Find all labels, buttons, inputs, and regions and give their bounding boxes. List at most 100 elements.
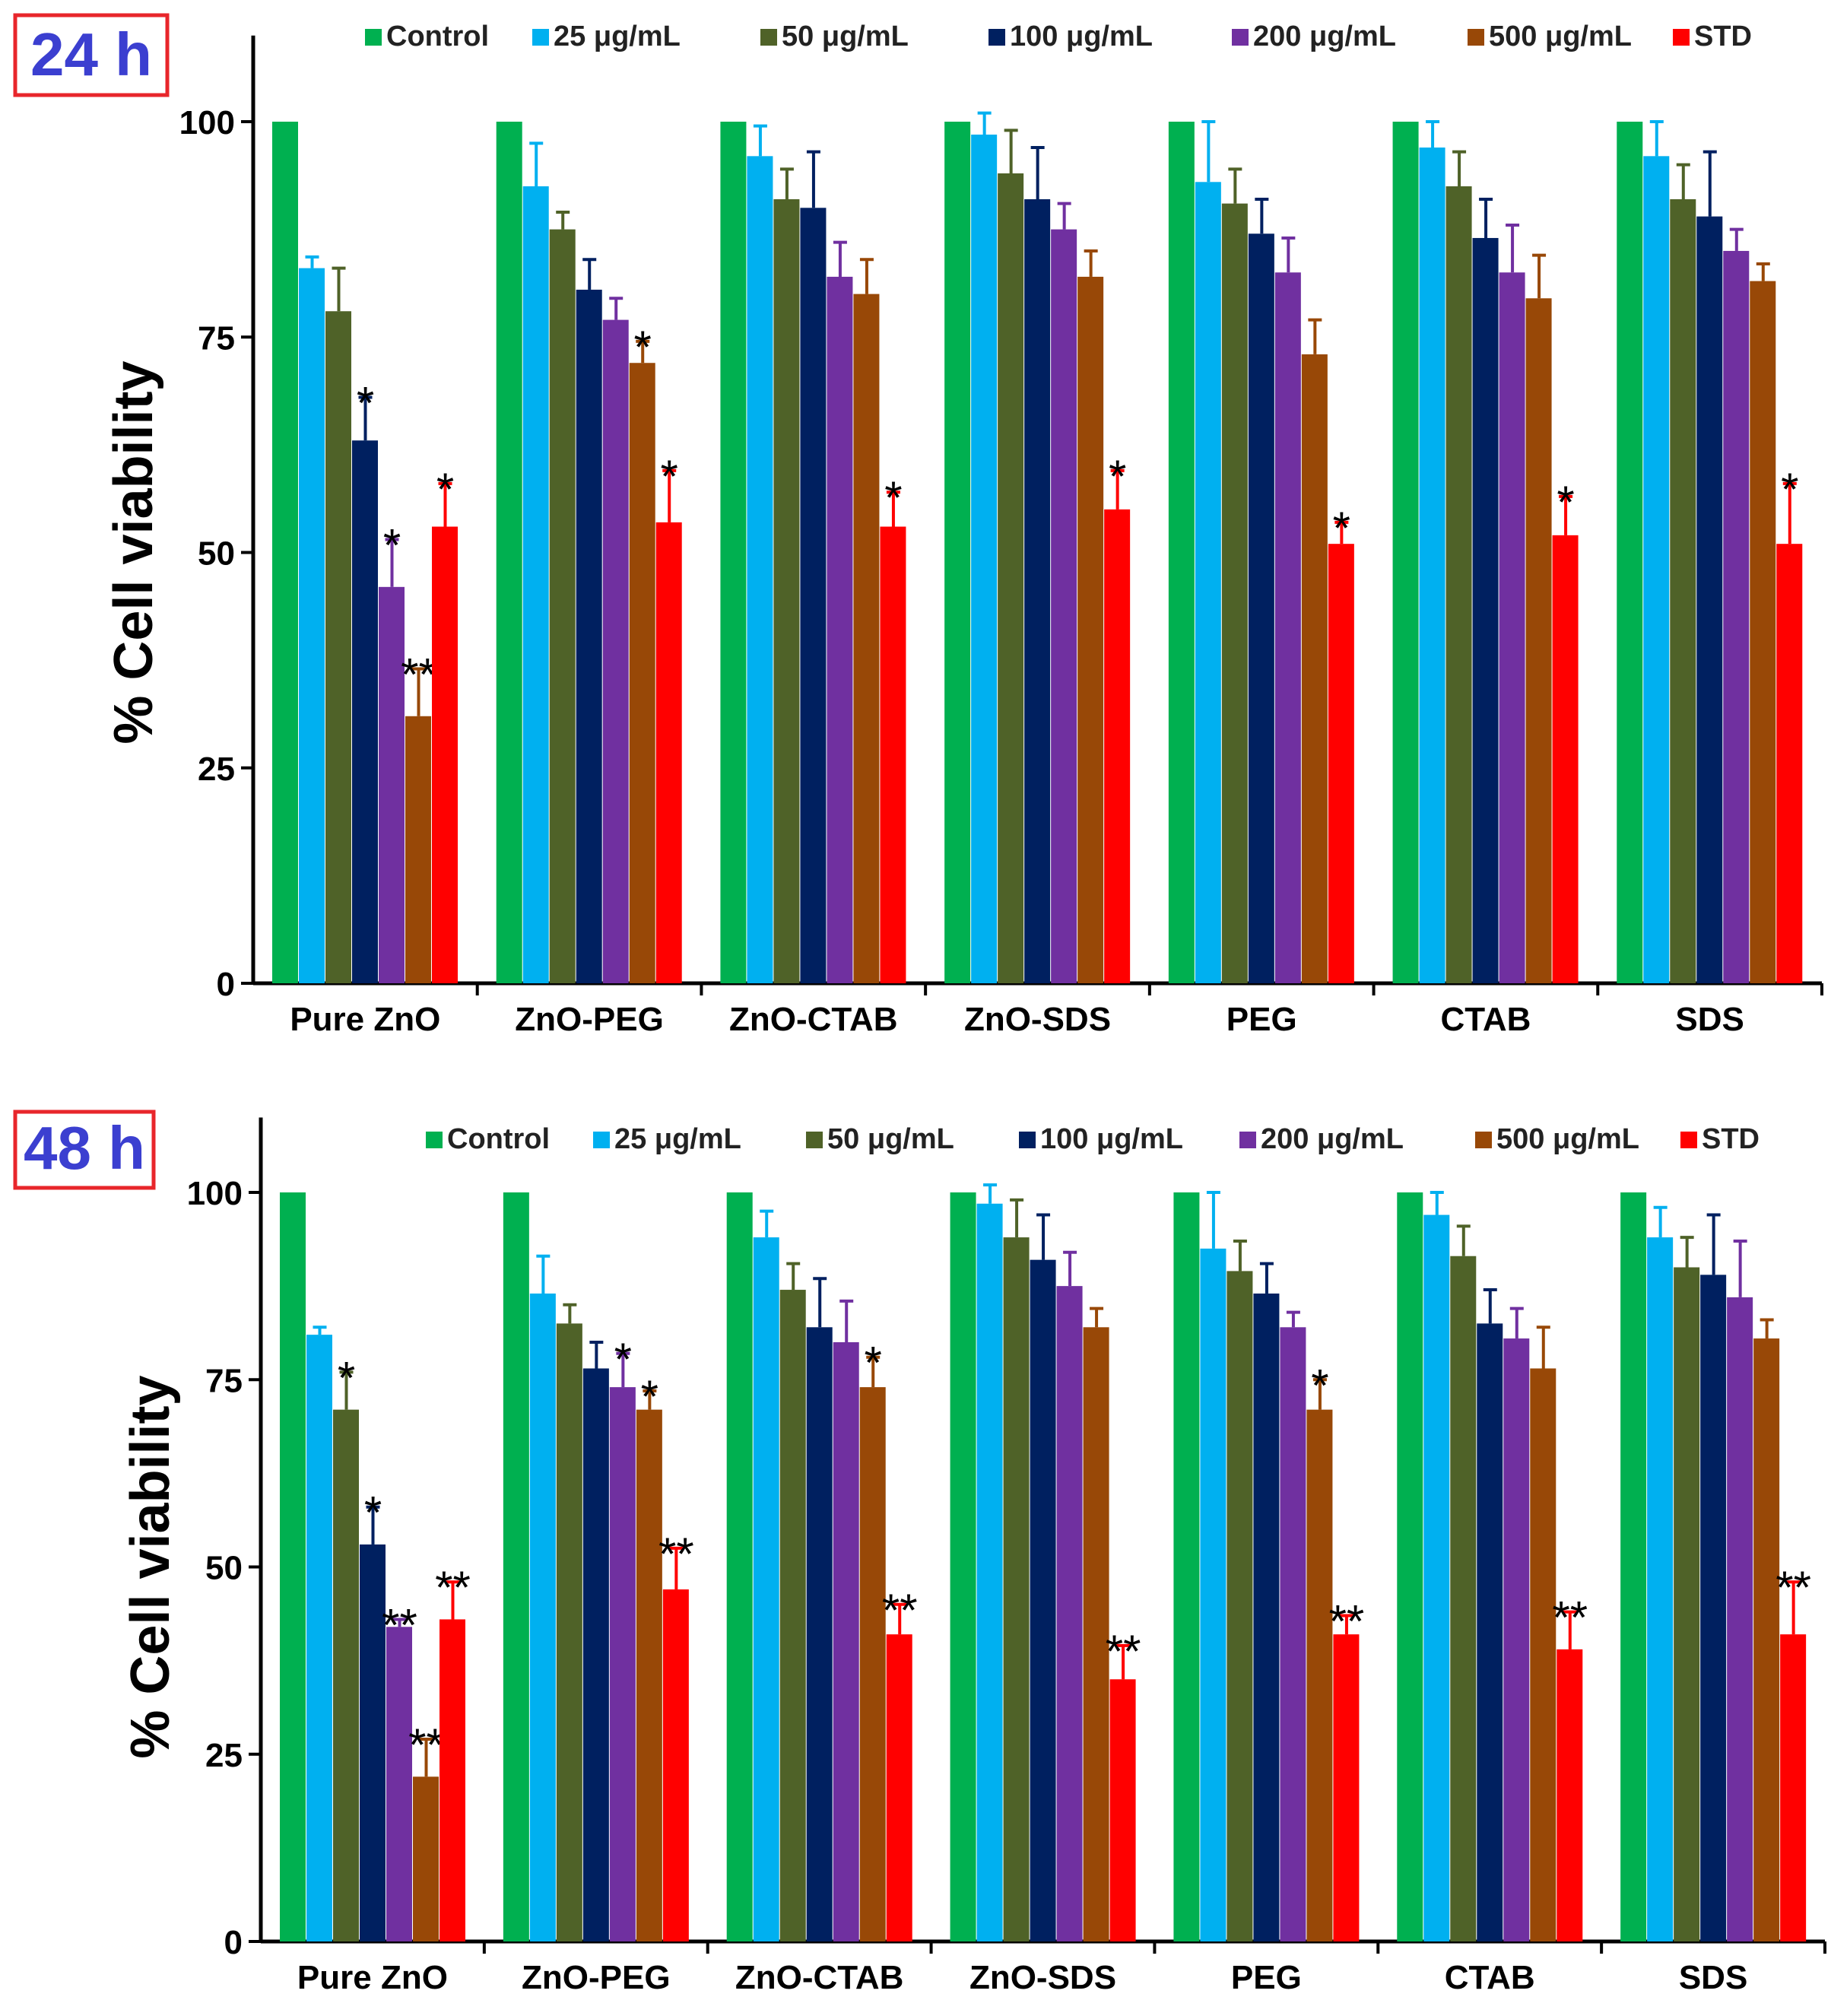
bar: [1168, 122, 1195, 983]
legend-label: 25 μg/mL: [554, 21, 681, 52]
significance-marker: **: [1775, 1562, 1811, 1613]
x-tick-label: ZnO-SDS: [964, 1001, 1111, 1038]
significance-marker: **: [435, 1562, 471, 1613]
bar: [576, 289, 602, 983]
x-tick-label: SDS: [1675, 1001, 1744, 1038]
bar: [405, 716, 431, 983]
bar: [1617, 122, 1643, 983]
significance-marker: *: [1333, 503, 1350, 554]
bar: [1030, 1259, 1056, 1941]
significance-marker: **: [408, 1719, 444, 1770]
legend-swatch: [1673, 29, 1690, 46]
significance-marker: *: [338, 1352, 355, 1403]
y-tick-label: 75: [198, 319, 235, 357]
bar: [602, 319, 629, 984]
bar: [280, 1192, 306, 1941]
bar: [556, 1323, 582, 1941]
x-tick-label: ZnO-CTAB: [729, 1001, 898, 1038]
bar: [352, 440, 378, 983]
bar: [1620, 1192, 1647, 1941]
significance-marker: **: [658, 1529, 694, 1579]
legend-swatch: [426, 1132, 443, 1148]
significance-marker: **: [1329, 1596, 1365, 1647]
bar: [853, 294, 880, 984]
bar: [747, 156, 773, 983]
bar: [1776, 544, 1803, 983]
bar: [306, 1335, 332, 1941]
bar: [998, 173, 1024, 984]
bar: [1727, 1297, 1753, 1941]
bar: [971, 134, 998, 983]
legend-swatch: [532, 29, 549, 46]
bar: [1503, 1338, 1530, 1941]
bar: [1248, 233, 1274, 983]
significance-marker: *: [634, 322, 652, 373]
bar: [1226, 1271, 1253, 1941]
bar: [529, 1293, 556, 1941]
bar: [1200, 1248, 1226, 1941]
bar: [299, 268, 325, 983]
y-axis-label: % Cell viability: [120, 1375, 181, 1758]
legend-swatch: [760, 29, 777, 46]
legend-swatch: [988, 29, 1005, 46]
x-tick-label: ZnO-PEG: [522, 1959, 671, 1996]
bar: [1450, 1256, 1477, 1941]
bar: [950, 1192, 976, 1941]
bar: [636, 1409, 662, 1941]
legend-label: 500 μg/mL: [1496, 1123, 1639, 1155]
bar: [503, 1192, 529, 1941]
significance-marker: **: [382, 1599, 417, 1650]
bar: [1780, 1634, 1807, 1941]
significance-marker: **: [1106, 1626, 1141, 1677]
bar: [880, 526, 906, 983]
y-tick-label: 50: [205, 1550, 243, 1587]
bar: [1674, 1267, 1700, 1941]
bar: [1109, 1679, 1136, 1941]
x-tick-label: ZnO-CTAB: [735, 1959, 904, 1996]
bar: [1274, 272, 1301, 983]
bar: [1750, 281, 1776, 984]
bar: [1104, 509, 1131, 983]
bar: [1419, 147, 1445, 984]
y-tick-label: 100: [179, 104, 235, 141]
bar: [1477, 1323, 1503, 1941]
significance-marker: *: [364, 1487, 382, 1538]
significance-marker: *: [884, 472, 902, 523]
bar: [753, 1237, 779, 1941]
x-tick-label: ZnO-PEG: [515, 1001, 664, 1038]
significance-marker: *: [383, 520, 401, 571]
bar: [549, 229, 576, 983]
bar: [1530, 1368, 1557, 1941]
legend-label: STD: [1702, 1123, 1760, 1155]
significance-marker: *: [661, 451, 678, 502]
bar: [1723, 250, 1750, 983]
bar: [522, 186, 549, 984]
significance-marker: *: [1109, 451, 1126, 502]
legend-swatch: [1475, 1132, 1492, 1148]
x-tick-label: PEG: [1226, 1001, 1297, 1038]
bar: [1700, 1275, 1727, 1941]
legend-swatch: [365, 29, 382, 46]
legend-label: 100 μg/mL: [1040, 1123, 1183, 1155]
bar: [333, 1409, 359, 1941]
y-tick-label: 0: [217, 966, 235, 1003]
bar: [609, 1387, 636, 1941]
y-tick-label: 50: [198, 535, 235, 573]
bar: [1392, 122, 1419, 983]
significance-marker: *: [641, 1371, 658, 1422]
x-tick-label: CTAB: [1440, 1001, 1531, 1038]
legend-label: 200 μg/mL: [1253, 21, 1396, 52]
bar: [1253, 1293, 1280, 1941]
significance-marker: **: [1552, 1592, 1588, 1643]
y-axis-label: % Cell viability: [103, 360, 164, 744]
x-tick-label: ZnO-SDS: [969, 1959, 1116, 1996]
x-tick-label: Pure ZnO: [297, 1959, 448, 1996]
legend-swatch: [806, 1132, 823, 1148]
legend-label: 50 μg/mL: [782, 21, 909, 52]
x-tick-label: PEG: [1231, 1959, 1302, 1996]
bar: [662, 1589, 689, 1941]
bar: [1333, 1634, 1360, 1941]
significance-marker: *: [1781, 464, 1798, 515]
bar: [1051, 229, 1077, 983]
